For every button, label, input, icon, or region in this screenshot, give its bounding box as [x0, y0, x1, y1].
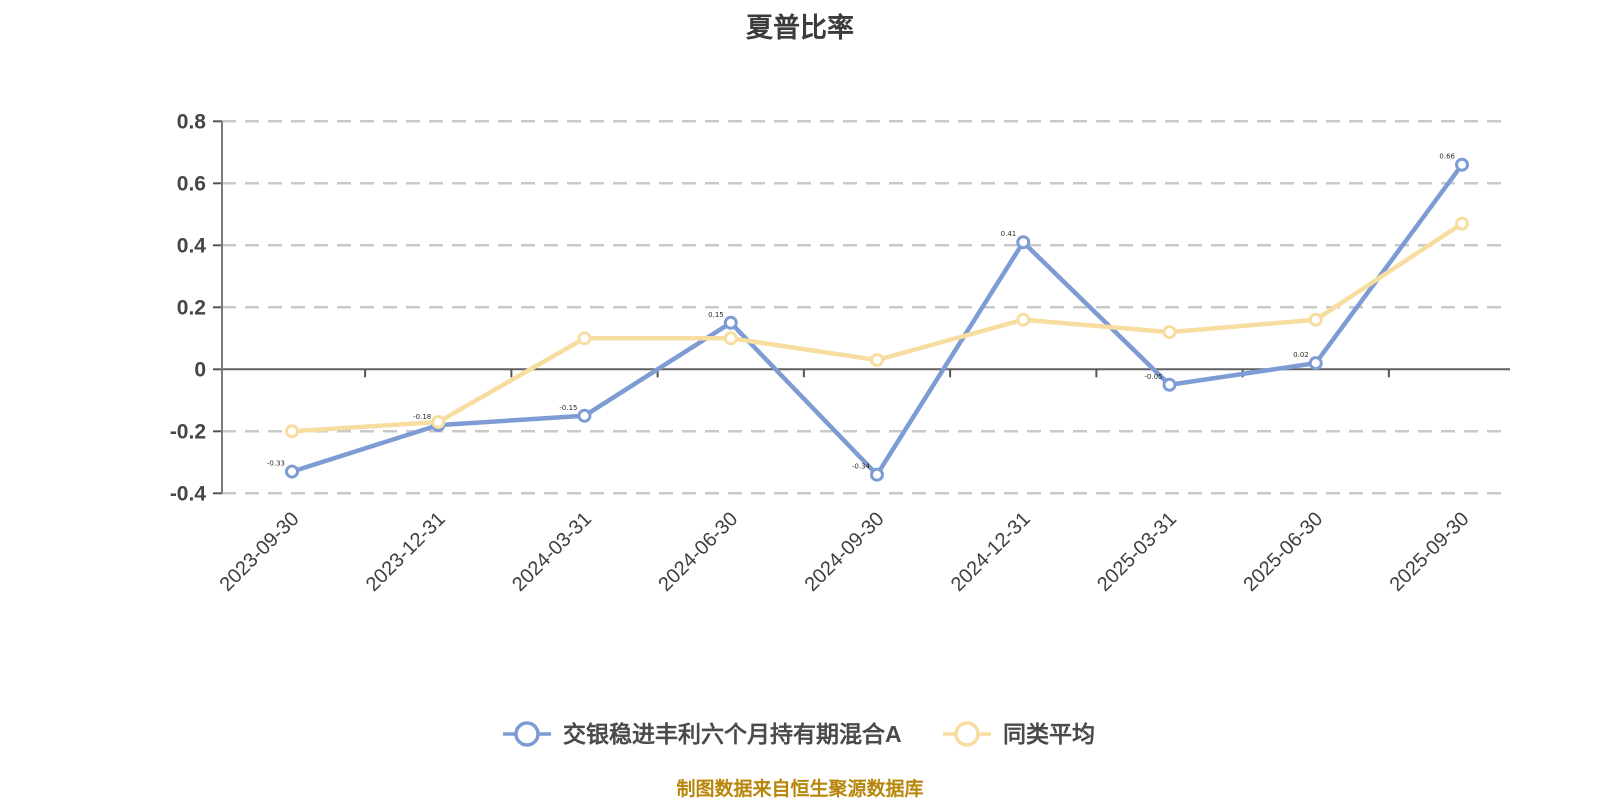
legend-label: 同类平均 [1003, 721, 1095, 747]
fund-point-marker [1162, 377, 1177, 392]
fund-point-marker [577, 408, 592, 423]
fund-point-marker [1308, 356, 1323, 371]
peer-point-marker [1308, 312, 1323, 327]
y-axis-label: 0.2 [177, 296, 206, 319]
fund-point-marker [723, 315, 738, 330]
point-value-label: 0.15 [708, 311, 724, 319]
peer-point-marker [723, 331, 738, 346]
x-axis-label: 2024-12-31 [947, 508, 1035, 596]
x-axis-label: 2025-09-30 [1386, 508, 1474, 596]
peer-point-marker [870, 353, 884, 367]
legend-item-0[interactable]: 交银稳进丰利六个月持有期混合A [503, 721, 902, 747]
chart-title: 夏普比率 [746, 12, 854, 43]
point-value-label: -0.34 [852, 463, 871, 471]
x-axis-label: 2024-06-30 [654, 508, 742, 596]
peer-point-marker [431, 415, 446, 429]
peer-point-marker [1455, 216, 1469, 231]
point-value-label: -0.05 [1144, 373, 1162, 381]
plot-area: 0.8 0.6 0.4 0.2 0 -0.2 -0.4 2023-09-30 2023-12-3… [170, 110, 1510, 596]
point-value-label: 0.66 [1439, 153, 1455, 161]
x-axis-label: 2023-12-31 [362, 508, 450, 596]
x-axis-label: 2024-09-30 [801, 508, 889, 596]
y-axis-label: 0.6 [177, 172, 206, 195]
x-axis-label: 2025-03-31 [1093, 508, 1181, 596]
point-value-label: 0.41 [1001, 230, 1017, 238]
legend-item-1[interactable]: 同类平均 [943, 721, 1095, 747]
y-axis-label: -0.2 [170, 420, 206, 443]
fund-point-marker [285, 464, 299, 479]
fund-point-marker [870, 467, 884, 482]
fund-point-marker [1455, 157, 1469, 172]
y-axis-label: 0.4 [177, 234, 207, 257]
y-axis-label: 0 [194, 358, 206, 381]
y-axis-label: -0.4 [170, 482, 207, 505]
peer-series-line [289, 221, 1465, 434]
point-value-label: -0.33 [267, 460, 285, 468]
legend-label: 交银稳进丰利六个月持有期混合A [563, 721, 902, 747]
fund-point-marker [1016, 235, 1031, 250]
chart-legend: 交银稳进丰利六个月持有期混合A 同类平均 [503, 721, 1095, 747]
legend-circle-marker-icon [514, 721, 540, 747]
legend-circle-marker-icon [954, 721, 980, 747]
x-axis-label: 2023-09-30 [216, 508, 304, 596]
peer-point-marker [1162, 325, 1177, 340]
point-value-label: -0.18 [413, 413, 431, 421]
x-axis-label: 2025-06-30 [1239, 508, 1327, 596]
fund-series-line [289, 162, 1465, 477]
x-axis-label: 2024-03-31 [508, 508, 596, 596]
peer-point-marker [285, 424, 299, 439]
y-axis-label: 0.8 [177, 110, 207, 133]
point-value-label: -0.15 [559, 404, 577, 412]
peer-point-marker [577, 331, 592, 346]
peer-point-marker [1016, 312, 1031, 327]
point-value-label: 0.02 [1293, 351, 1309, 359]
data-source-note: 制图数据来自恒生聚源数据库 [676, 777, 923, 800]
